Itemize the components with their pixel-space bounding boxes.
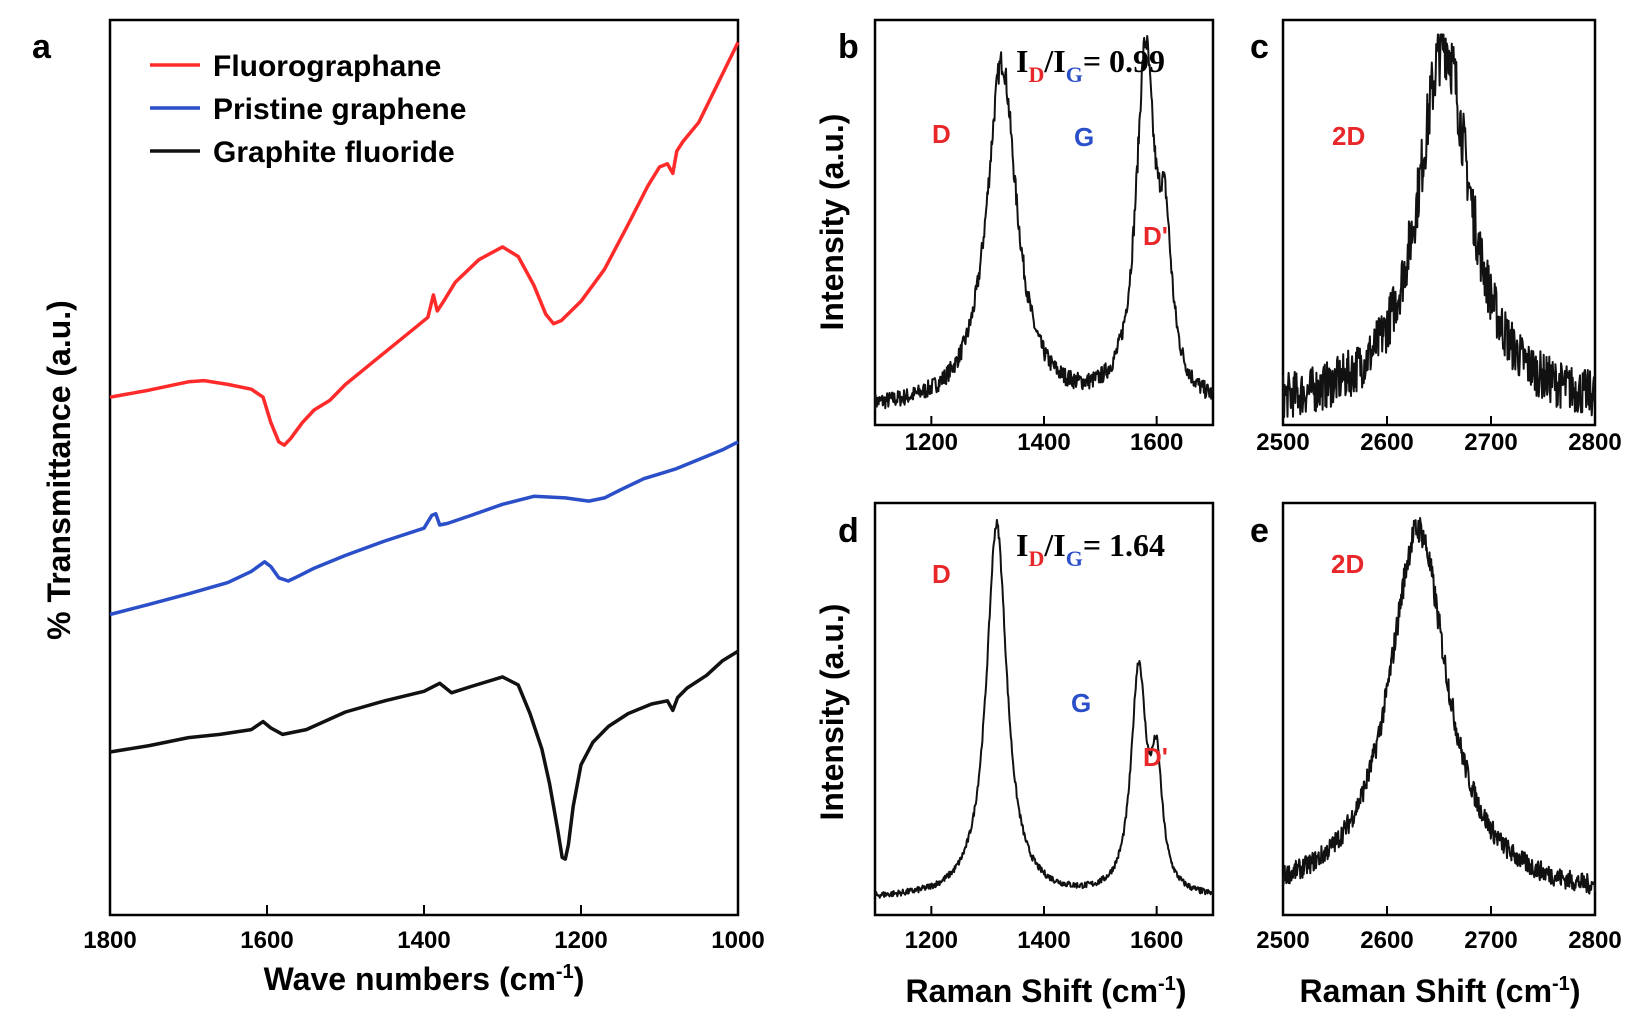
panel-e-spectrum-line <box>1282 517 1596 895</box>
panel-a-tick-label: 1000 <box>711 927 764 954</box>
panel-e-x-ticks: 2500 2600 2700 2800 <box>1256 906 1622 954</box>
panel-b-y-axis-title: Intensity (a.u.) <box>814 114 850 331</box>
panel-d-intensity-ratio: ID/IG= 1.64 <box>1016 527 1165 571</box>
panel-a-y-axis-title: % Transmittance (a.u.) <box>41 300 77 640</box>
panel-d-tick-label: 1200 <box>905 927 958 954</box>
panel-c-tick-label: 2800 <box>1568 429 1621 456</box>
panel-d-raman-chart: d D G D' 1200 1400 1600 ID/IG= 1.64 Intensit… <box>814 501 1215 1009</box>
panel-a-tick-label: 1400 <box>397 927 450 954</box>
panel-b-peak-label: G <box>1074 122 1094 152</box>
panel-a-letter: a <box>32 28 52 66</box>
panel-e-raman-chart: e 2D 2500 2600 2700 2800 Raman Shift (cm-1) <box>1250 501 1622 1009</box>
panel-e-tick-label: 2600 <box>1360 927 1413 954</box>
panel-e-tick-label: 2700 <box>1464 927 1517 954</box>
panel-c-spectrum-line <box>1282 33 1596 418</box>
series-line-fluorographane <box>109 41 740 447</box>
panel-a-tick-label: 1200 <box>554 927 607 954</box>
panel-a-tick-label: 1600 <box>240 927 293 954</box>
panel-e-peak-labels: 2D <box>1331 549 1364 579</box>
panel-c-tick-label: 2500 <box>1256 429 1309 456</box>
panel-a-series-group <box>109 41 740 861</box>
panel-a-legend: Fluorographane Pristine graphene Graphite … <box>150 50 466 169</box>
panel-d-peak-label: D' <box>1143 742 1168 772</box>
panel-c-x-ticks: 2500 2600 2700 2800 <box>1256 416 1622 456</box>
panel-d-tick-label: 1600 <box>1130 927 1183 954</box>
panel-b-peak-label: D <box>932 119 951 149</box>
panel-c-tick-label: 2700 <box>1464 429 1517 456</box>
panel-d-y-axis-title: Intensity (a.u.) <box>814 604 850 821</box>
panel-c-trace-group <box>1282 33 1596 418</box>
legend-label-fluorographane: Fluorographane <box>213 50 441 83</box>
panel-e-tick-label: 2500 <box>1256 927 1309 954</box>
panel-e-tick-label: 2800 <box>1568 927 1621 954</box>
panel-d-letter: d <box>838 512 859 550</box>
legend-label-pristine-graphene: Pristine graphene <box>213 93 466 126</box>
panel-b-peak-label: D' <box>1143 221 1168 251</box>
panel-b-intensity-ratio: ID/IG= 0.99 <box>1016 43 1165 87</box>
panel-d-peak-labels: D G D' <box>932 559 1168 772</box>
panel-b-tick-label: 1600 <box>1130 429 1183 456</box>
series-line-graphite-fluoride <box>109 649 739 861</box>
panel-b-x-ticks: 1200 1400 1600 <box>905 416 1183 456</box>
panel-b-letter: b <box>838 28 859 66</box>
panel-c-tick-label: 2600 <box>1360 429 1413 456</box>
panel-c-peak-labels: 2D <box>1332 121 1365 151</box>
panel-b-trace-group <box>874 35 1214 411</box>
series-line-pristine-graphene <box>109 440 739 617</box>
panel-e-frame <box>1281 501 1597 917</box>
panel-e-letter: e <box>1250 512 1269 550</box>
panel-b-spectrum-line <box>874 35 1214 411</box>
panel-b-raman-chart: b D G D' 1200 1400 1600 ID/IG= 0.99 Intensit… <box>814 18 1215 456</box>
panel-d-peak-label: D <box>932 559 951 589</box>
panel-c-peak-label: 2D <box>1332 121 1365 151</box>
panel-d-spectrum-line <box>874 518 1214 899</box>
panel-a-ftir-chart: a Fluorographane Pristine graphene Graphit… <box>32 18 765 997</box>
panel-e-x-axis-title: Raman Shift (cm-1) <box>1300 973 1581 1009</box>
panel-e-peak-label: 2D <box>1331 549 1364 579</box>
panel-e-trace-group <box>1282 517 1596 895</box>
panel-c-raman-chart: c 2D 2500 2600 2700 2800 <box>1250 18 1622 456</box>
panel-a-x-ticks: 1800 1600 1400 1200 1000 <box>83 905 765 954</box>
panel-a-tick-label: 1800 <box>83 927 136 954</box>
panel-d-x-ticks: 1200 1400 1600 <box>905 906 1183 954</box>
panel-c-frame <box>1281 18 1597 427</box>
panel-d-x-axis-title: Raman Shift (cm-1) <box>906 973 1187 1009</box>
panel-b-tick-label: 1200 <box>905 429 958 456</box>
panel-b-peak-labels: D G D' <box>932 119 1168 251</box>
panel-c-letter: c <box>1250 28 1269 66</box>
panel-d-peak-label: G <box>1071 688 1091 718</box>
panel-d-trace-group <box>874 518 1214 899</box>
panel-b-tick-label: 1400 <box>1017 429 1070 456</box>
panel-a-x-axis-title: Wave numbers (cm-1) <box>264 961 585 997</box>
legend-label-graphite-fluoride: Graphite fluoride <box>213 136 455 169</box>
panel-d-tick-label: 1400 <box>1017 927 1070 954</box>
